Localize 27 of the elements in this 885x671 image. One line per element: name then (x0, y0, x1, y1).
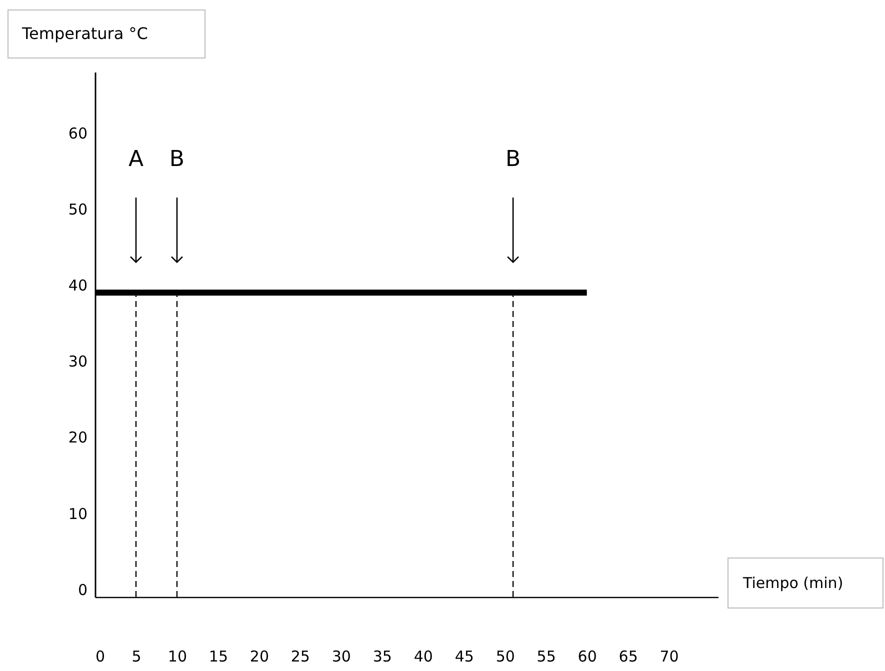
x-tick-label: 20 (250, 648, 269, 666)
x-tick-label: 30 (332, 648, 351, 666)
x-axis-title: Tiempo (min) (742, 574, 844, 592)
x-tick-label: 70 (660, 648, 679, 666)
y-tick-label: 10 (68, 504, 88, 523)
y-tick-label: 40 (68, 276, 88, 295)
annotation: B (169, 146, 185, 172)
y-tick-label: 20 (68, 428, 88, 447)
y-tick-label: 50 (68, 200, 88, 218)
x-tick-label: 50 (496, 648, 515, 666)
x-tick-label: 35 (372, 648, 392, 666)
x-tick-label: 25 (290, 648, 310, 666)
y-tick-label: 0 (78, 580, 88, 599)
y-tick-label: 30 (68, 352, 88, 371)
x-tick-label: 45 (454, 648, 474, 666)
y-tick-label: 60 (68, 124, 88, 142)
x-tick-label: 0 (96, 648, 106, 666)
x-tick-label: 60 (578, 648, 597, 666)
x-tick-label: 55 (536, 648, 556, 666)
x-tick-label: 40 (414, 648, 433, 666)
y-axis-title: Temperatura °C (21, 24, 148, 43)
x-tick-label: 15 (208, 648, 228, 666)
x-tick-label: 65 (618, 648, 638, 666)
x-tick-label: 10 (168, 648, 188, 666)
annotation: A (128, 146, 144, 172)
annotation: B (506, 146, 521, 172)
x-tick-label: 5 (132, 648, 142, 666)
